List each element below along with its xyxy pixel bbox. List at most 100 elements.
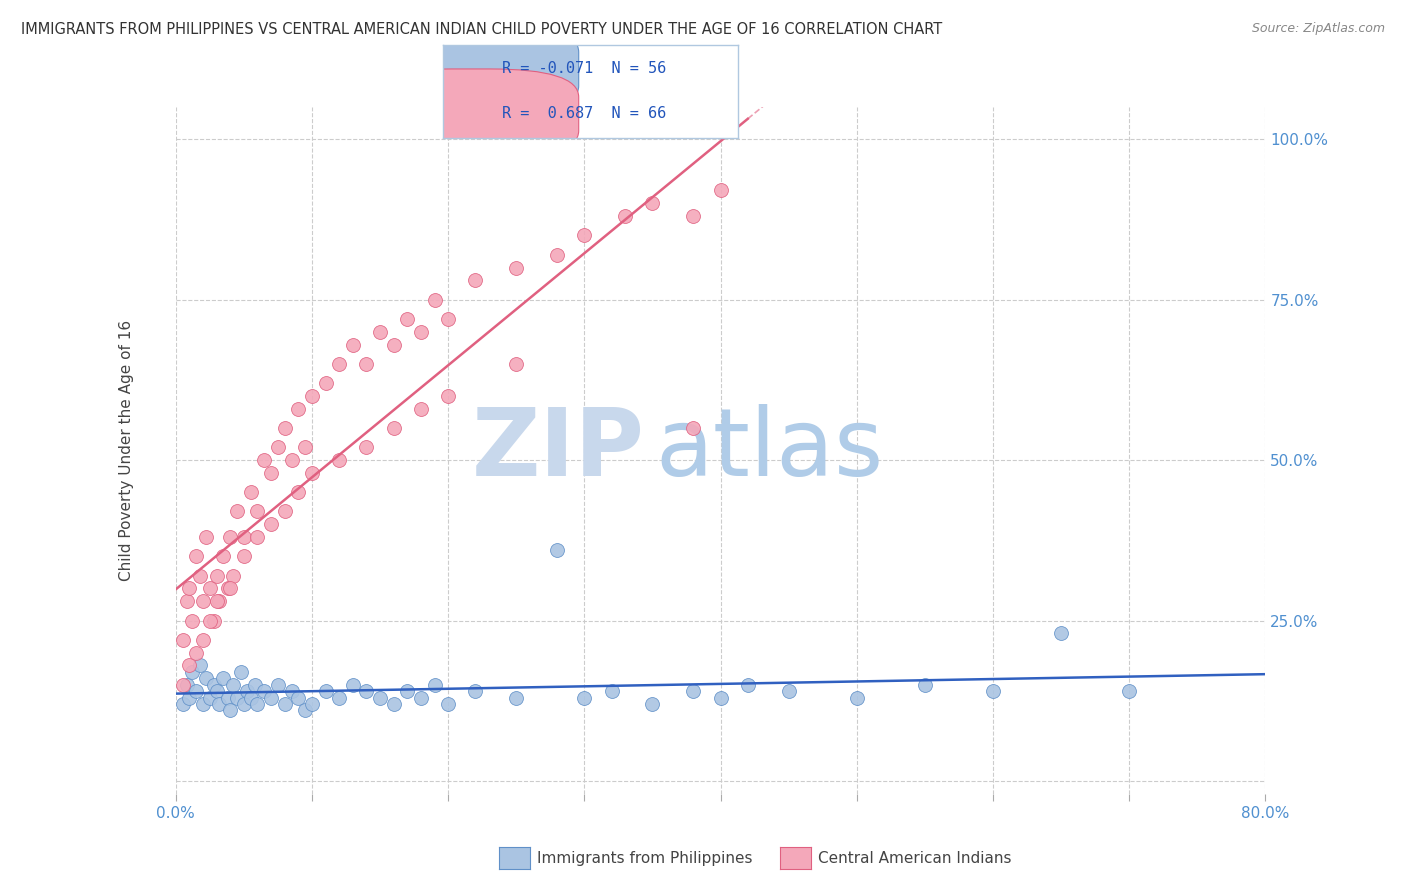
Point — [356, 357, 378, 371]
Point — [737, 678, 759, 692]
Point — [382, 697, 405, 711]
Point — [219, 582, 242, 596]
Point — [682, 421, 704, 435]
Point — [186, 549, 208, 564]
Point — [464, 684, 486, 698]
Point — [267, 678, 290, 692]
Text: Child Poverty Under the Age of 16: Child Poverty Under the Age of 16 — [120, 320, 134, 581]
Point — [301, 389, 323, 403]
Point — [710, 690, 733, 705]
Point — [274, 697, 297, 711]
Text: Central American Indians: Central American Indians — [818, 851, 1012, 865]
Point — [260, 690, 283, 705]
Point — [191, 632, 214, 647]
Point — [464, 273, 486, 287]
Point — [356, 684, 378, 698]
FancyBboxPatch shape — [363, 69, 579, 159]
Point — [243, 678, 266, 692]
Point — [981, 684, 1004, 698]
Point — [235, 684, 257, 698]
Point — [328, 357, 350, 371]
Point — [356, 440, 378, 454]
Point — [845, 690, 868, 705]
Text: ZIP: ZIP — [471, 404, 644, 497]
Point — [267, 440, 290, 454]
Point — [778, 684, 800, 698]
Point — [409, 325, 432, 339]
Point — [1050, 626, 1073, 640]
Point — [202, 678, 225, 692]
Point — [239, 485, 262, 500]
Point — [232, 697, 254, 711]
Point — [246, 697, 269, 711]
Point — [194, 530, 217, 544]
Point — [172, 697, 194, 711]
Point — [287, 690, 309, 705]
Point — [239, 690, 262, 705]
Point — [382, 337, 405, 351]
Point — [505, 357, 527, 371]
Point — [287, 485, 309, 500]
Text: Source: ZipAtlas.com: Source: ZipAtlas.com — [1251, 22, 1385, 36]
Point — [710, 184, 733, 198]
Text: IMMIGRANTS FROM PHILIPPINES VS CENTRAL AMERICAN INDIAN CHILD POVERTY UNDER THE A: IMMIGRANTS FROM PHILIPPINES VS CENTRAL A… — [21, 22, 942, 37]
Point — [315, 376, 337, 390]
Point — [181, 665, 204, 679]
Point — [280, 453, 302, 467]
Point — [574, 228, 596, 243]
Point — [222, 568, 245, 582]
Point — [294, 703, 316, 717]
Text: R =  0.687  N = 66: R = 0.687 N = 66 — [502, 106, 666, 121]
Point — [274, 421, 297, 435]
Point — [274, 504, 297, 518]
Point — [423, 293, 446, 307]
Point — [342, 678, 364, 692]
Point — [505, 260, 527, 275]
Point — [232, 549, 254, 564]
Point — [260, 517, 283, 532]
Point — [217, 690, 239, 705]
Text: Immigrants from Philippines: Immigrants from Philippines — [537, 851, 752, 865]
Point — [205, 594, 228, 608]
Point — [208, 697, 231, 711]
Point — [301, 697, 323, 711]
Text: R = -0.071  N = 56: R = -0.071 N = 56 — [502, 62, 666, 77]
Point — [186, 646, 208, 660]
Point — [172, 632, 194, 647]
Point — [179, 582, 201, 596]
Point — [574, 690, 596, 705]
Point — [437, 389, 460, 403]
Point — [505, 690, 527, 705]
Point — [202, 614, 225, 628]
Point — [191, 697, 214, 711]
Point — [423, 678, 446, 692]
Point — [328, 453, 350, 467]
Point — [287, 401, 309, 416]
Point — [409, 401, 432, 416]
Point — [253, 453, 276, 467]
Point — [186, 684, 208, 698]
Point — [219, 530, 242, 544]
Text: atlas: atlas — [655, 404, 883, 497]
Point — [246, 530, 269, 544]
Point — [198, 614, 221, 628]
Point — [396, 684, 419, 698]
Point — [315, 684, 337, 698]
Point — [205, 568, 228, 582]
Point — [231, 665, 253, 679]
Point — [260, 466, 283, 480]
Point — [641, 196, 664, 211]
Point — [368, 325, 391, 339]
Point — [176, 594, 198, 608]
Point — [368, 690, 391, 705]
Point — [641, 697, 664, 711]
Point — [382, 421, 405, 435]
Point — [396, 311, 419, 326]
Point — [437, 311, 460, 326]
Point — [208, 594, 231, 608]
Point — [179, 658, 201, 673]
Point — [226, 504, 249, 518]
Point — [301, 466, 323, 480]
Point — [914, 678, 936, 692]
Point — [191, 594, 214, 608]
